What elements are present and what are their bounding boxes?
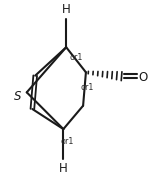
Text: S: S xyxy=(14,90,21,103)
Text: or1: or1 xyxy=(69,53,82,62)
Text: or1: or1 xyxy=(61,137,74,146)
Text: O: O xyxy=(139,71,148,84)
Text: or1: or1 xyxy=(80,83,94,92)
Text: H: H xyxy=(62,3,70,16)
Text: H: H xyxy=(59,162,68,175)
